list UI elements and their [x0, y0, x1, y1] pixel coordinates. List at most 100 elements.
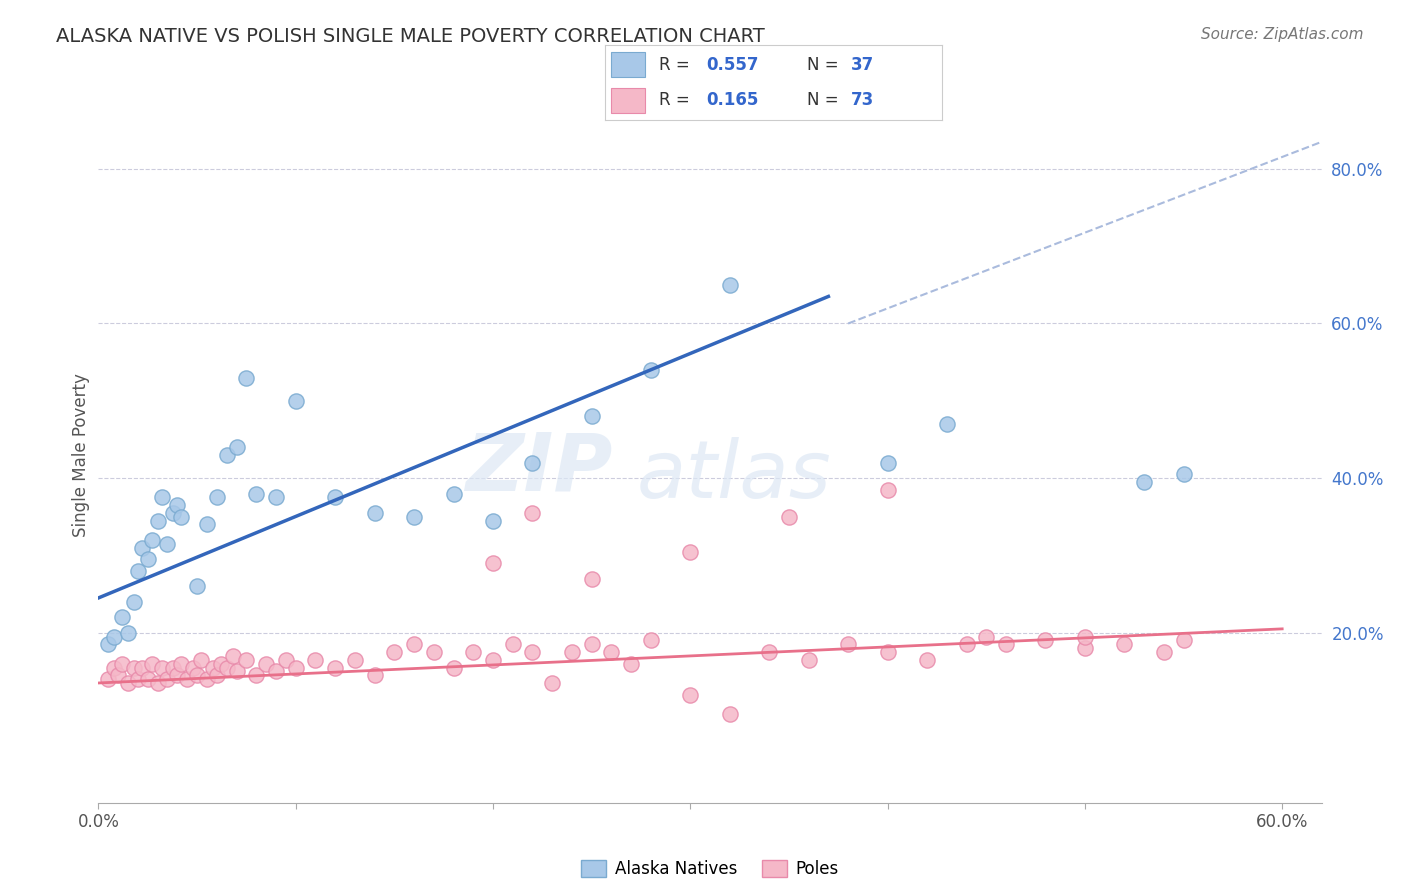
Point: [215, 448, 238, 462]
Point: [718, 277, 741, 292]
Point: [323, 491, 346, 505]
Point: [581, 637, 603, 651]
Point: [443, 486, 465, 500]
Point: [1114, 637, 1136, 651]
Point: [718, 706, 741, 721]
Point: [502, 637, 524, 651]
Point: [162, 506, 184, 520]
Point: [264, 665, 287, 679]
Text: atlas: atlas: [637, 437, 831, 515]
Point: [482, 653, 505, 667]
Point: [382, 645, 405, 659]
Point: [876, 645, 898, 659]
Point: [195, 517, 218, 532]
Point: [162, 660, 184, 674]
Point: [679, 544, 702, 558]
Point: [122, 660, 145, 674]
Point: [127, 672, 149, 686]
Point: [522, 645, 544, 659]
Point: [181, 660, 204, 674]
Point: [225, 665, 247, 679]
Point: [482, 514, 505, 528]
Point: [1074, 630, 1097, 644]
Point: [186, 668, 208, 682]
Y-axis label: Single Male Poverty: Single Male Poverty: [72, 373, 90, 537]
Point: [141, 657, 163, 671]
Point: [170, 509, 193, 524]
Point: [111, 657, 134, 671]
FancyBboxPatch shape: [612, 87, 645, 112]
Point: [876, 483, 898, 497]
Point: [117, 676, 139, 690]
Point: [254, 657, 277, 671]
Point: [463, 645, 485, 659]
Point: [581, 572, 603, 586]
Point: [876, 456, 898, 470]
Point: [146, 514, 169, 528]
Point: [103, 660, 125, 674]
Point: [209, 657, 232, 671]
Point: [640, 633, 662, 648]
Point: [195, 672, 218, 686]
Text: N =: N =: [807, 91, 844, 110]
Point: [522, 506, 544, 520]
Point: [1074, 641, 1097, 656]
FancyBboxPatch shape: [612, 52, 645, 78]
Point: [107, 668, 129, 682]
Point: [111, 610, 134, 624]
Point: [205, 491, 228, 505]
Point: [146, 676, 169, 690]
Point: [1133, 475, 1156, 489]
Point: [600, 645, 623, 659]
Point: [1153, 645, 1175, 659]
Point: [620, 657, 643, 671]
Text: R =: R =: [658, 91, 695, 110]
Point: [131, 541, 153, 555]
Point: [1035, 633, 1057, 648]
Point: [915, 653, 938, 667]
Point: [758, 645, 780, 659]
Point: [443, 660, 465, 674]
Point: [640, 363, 662, 377]
Point: [141, 533, 163, 547]
Point: [245, 668, 267, 682]
Point: [166, 498, 188, 512]
Point: [150, 660, 173, 674]
Point: [127, 564, 149, 578]
Point: [482, 556, 505, 570]
Point: [97, 672, 120, 686]
Point: [103, 630, 125, 644]
Point: [994, 637, 1017, 651]
Point: [166, 668, 188, 682]
Point: [404, 637, 426, 651]
Point: [363, 506, 385, 520]
Point: [1173, 633, 1195, 648]
Point: [97, 637, 120, 651]
Point: [935, 417, 957, 431]
Point: [955, 637, 977, 651]
Point: [170, 657, 193, 671]
Point: [679, 688, 702, 702]
Point: [974, 630, 997, 644]
Point: [522, 456, 544, 470]
Point: [205, 668, 228, 682]
Point: [176, 672, 198, 686]
Point: [225, 440, 247, 454]
Point: [581, 409, 603, 424]
Text: N =: N =: [807, 55, 844, 74]
Point: [131, 660, 153, 674]
Point: [122, 595, 145, 609]
Point: [541, 676, 564, 690]
Text: 0.165: 0.165: [706, 91, 758, 110]
Point: [1173, 467, 1195, 482]
Point: [423, 645, 446, 659]
Point: [156, 537, 179, 551]
Point: [190, 653, 212, 667]
Point: [215, 660, 238, 674]
Point: [274, 653, 297, 667]
Point: [778, 509, 800, 524]
Point: [136, 552, 159, 566]
Point: [136, 672, 159, 686]
Point: [201, 660, 224, 674]
Point: [284, 660, 307, 674]
